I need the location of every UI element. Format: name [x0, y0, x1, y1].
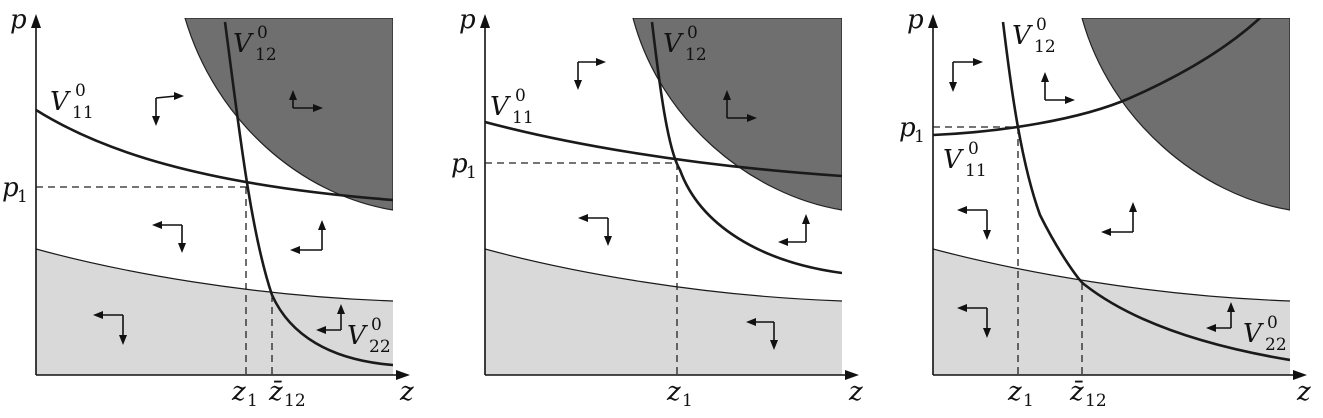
svg-text:V: V [233, 29, 254, 59]
svg-text:11: 11 [965, 161, 987, 181]
curve-v11 [485, 120, 842, 178]
svg-text:z: z [848, 377, 863, 407]
x-axis-arrowhead [1293, 370, 1307, 380]
svg-text:12: 12 [685, 45, 707, 65]
curve-v12 [1001, 21, 1290, 362]
svg-text:p: p [451, 149, 468, 179]
p-axis-label: p [459, 5, 476, 35]
z1-tick-label: z 1 [1007, 377, 1034, 411]
svg-text:0: 0 [1267, 313, 1278, 333]
svg-text:0: 0 [1036, 15, 1047, 35]
dark-region [184, 18, 393, 211]
svg-text:p: p [10, 5, 27, 35]
svg-text:V: V [490, 92, 511, 122]
svg-text:0: 0 [371, 315, 382, 335]
curve-v12 [223, 21, 393, 367]
v22-label: V 22 0 [347, 315, 391, 357]
p-axis-label: p [10, 5, 27, 35]
svg-text:0: 0 [968, 139, 979, 159]
v11-label: V 11 0 [943, 139, 987, 181]
svg-text:0: 0 [75, 81, 86, 101]
direction-arrows [949, 58, 1235, 338]
svg-text:V: V [1243, 319, 1264, 349]
svg-text:1: 1 [466, 163, 477, 183]
svg-text:0: 0 [257, 23, 268, 43]
v12-label: V 12 0 [663, 23, 707, 65]
svg-text:z: z [1296, 377, 1311, 407]
svg-text:1: 1 [682, 391, 693, 411]
z1-tick-label: z 1 [231, 377, 258, 411]
svg-text:z̄: z̄ [268, 377, 283, 407]
direction-arrows [574, 58, 810, 350]
dark-region [1081, 18, 1290, 211]
svg-text:V: V [663, 29, 684, 59]
x-axis-arrowhead [845, 370, 859, 380]
panel-middle: p z p 1 z 1 V 11 0 V 12 0 [451, 5, 863, 411]
v11-label: V 11 0 [490, 86, 534, 128]
y-axis-arrowhead [31, 14, 41, 28]
x-axis-arrowhead [396, 370, 410, 380]
curve-v11 [933, 18, 1261, 137]
z-axis-label: z [1296, 377, 1311, 407]
svg-text:z̄: z̄ [1069, 377, 1084, 407]
p-axis-label: p [907, 5, 924, 35]
panel-right: p z p 1 z 1 z̄ 12 V 12 0 V 11 0 V 22 [899, 5, 1311, 411]
z1-tick-label: z 1 [666, 377, 693, 411]
v12-label: V 12 0 [1012, 15, 1056, 57]
v22-label: V 22 0 [1243, 313, 1287, 355]
svg-text:22: 22 [1265, 335, 1287, 355]
z-axis-label: z [399, 377, 414, 407]
svg-text:z: z [1007, 377, 1022, 407]
svg-text:12: 12 [1034, 37, 1056, 57]
y-axis-arrowhead [928, 14, 938, 28]
dark-region [632, 18, 842, 211]
z12-tick-label: z̄ 12 [1069, 377, 1107, 411]
light-region [933, 249, 1290, 375]
svg-text:z: z [666, 377, 681, 407]
direction-arrows [93, 90, 345, 345]
v11-label: V 11 0 [50, 81, 94, 123]
svg-text:11: 11 [72, 103, 94, 123]
svg-text:V: V [347, 321, 368, 351]
svg-text:12: 12 [1085, 391, 1107, 411]
svg-text:V: V [943, 145, 964, 175]
svg-text:V: V [1012, 21, 1033, 51]
curve-v11 [36, 108, 393, 202]
svg-text:1: 1 [17, 187, 28, 207]
svg-text:p: p [899, 113, 916, 143]
svg-text:0: 0 [687, 23, 698, 43]
v12-label: V 12 0 [233, 23, 277, 65]
svg-text:p: p [459, 5, 476, 35]
svg-text:1: 1 [247, 391, 258, 411]
light-region [485, 249, 842, 375]
svg-text:1: 1 [914, 127, 925, 147]
svg-text:p: p [907, 5, 924, 35]
p1-label: p 1 [899, 113, 925, 147]
svg-text:22: 22 [369, 337, 391, 357]
svg-text:0: 0 [515, 86, 526, 106]
svg-text:12: 12 [255, 45, 277, 65]
light-region [36, 249, 393, 375]
curve-v12 [650, 21, 842, 275]
svg-text:12: 12 [284, 391, 306, 411]
p1-label: p 1 [2, 173, 28, 207]
svg-text:z: z [231, 377, 246, 407]
svg-text:V: V [50, 87, 71, 117]
svg-text:11: 11 [512, 108, 534, 128]
z12-tick-label: z̄ 12 [268, 377, 306, 411]
svg-text:z: z [399, 377, 414, 407]
z-axis-label: z [848, 377, 863, 407]
svg-text:1: 1 [1023, 391, 1034, 411]
y-axis-arrowhead [480, 14, 490, 28]
p1-label: p 1 [451, 149, 477, 183]
svg-text:p: p [2, 173, 19, 203]
panel-left: p z p 1 z 1 z̄ 12 V 11 0 V 12 0 V 22 [2, 5, 414, 411]
